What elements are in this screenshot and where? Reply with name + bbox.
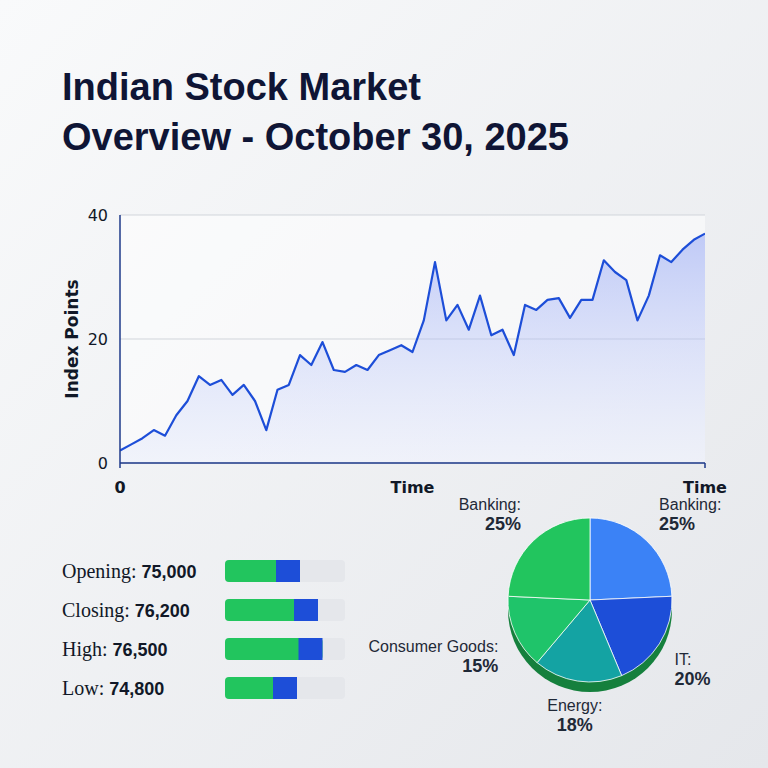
x-tick-label: 0 (114, 478, 125, 497)
bar-group (225, 677, 297, 699)
x-axis (120, 462, 705, 464)
x-tick-label: Time (683, 478, 727, 497)
bar-label: Closing: 76,200 (62, 599, 190, 622)
bar-cap (299, 638, 323, 660)
bar-value-label: 76,200 (135, 601, 190, 621)
bar (225, 599, 318, 621)
page: Indian Stock Market Overview - October 30… (0, 0, 768, 768)
y-axis-label: Index Points (62, 279, 82, 398)
bar-fill (225, 560, 300, 582)
bar-cap (294, 599, 318, 621)
bar-group (225, 638, 323, 660)
y-tick-label: 0 (98, 454, 108, 473)
bar-label: Low: 74,800 (62, 677, 164, 699)
bar-label: Opening: 75,000 (62, 560, 197, 583)
bar-value-label: 75,000 (141, 562, 196, 582)
bar-cap (276, 560, 300, 582)
pie-category-label: Consumer Goods: (369, 638, 499, 655)
y-tick-label: 40 (88, 206, 108, 225)
bar-category: Closing: (62, 599, 135, 622)
plot-marks (120, 234, 705, 463)
bar-track (225, 638, 345, 660)
bar-category: Low: (62, 677, 109, 699)
y-axis (119, 215, 121, 463)
pie-value-label: 20% (674, 669, 710, 689)
bar (225, 638, 323, 660)
pie-category-label: Energy: (547, 697, 602, 714)
bar (225, 560, 300, 582)
pie-value-label: 25% (659, 514, 695, 534)
bar-track (225, 560, 345, 582)
pie-category-label: IT: (674, 651, 691, 668)
bar-category: High: (62, 638, 113, 661)
pie-value-label: 25% (485, 514, 521, 534)
pie-slice (508, 596, 590, 662)
bar-group (225, 560, 300, 582)
bar-label: High: 76,500 (62, 638, 168, 661)
title-line: Indian Stock Market (62, 66, 421, 108)
background (0, 0, 768, 768)
bar-cap (273, 677, 297, 699)
x-axis-label: Time (391, 478, 435, 497)
bar-fill (225, 677, 297, 699)
title: Indian Stock Market Overview - October 30… (62, 66, 569, 158)
pie-category-label: Banking: (459, 496, 521, 513)
bar-value-label: 74,800 (109, 679, 164, 699)
bar-fill (225, 638, 323, 660)
bar-track (225, 677, 345, 699)
bar (225, 677, 297, 699)
area (120, 234, 705, 463)
bar-track (225, 599, 345, 621)
pie-value-label: 15% (462, 656, 498, 676)
plot-background (120, 215, 705, 463)
bar-fill (225, 599, 318, 621)
pie-category-label: Banking: (659, 496, 721, 513)
grid-line (120, 463, 705, 464)
y-tick-label: 20 (88, 330, 108, 349)
line (120, 234, 705, 451)
grid-line (120, 215, 705, 216)
bar-category: Opening: (62, 560, 141, 583)
bar-value-label: 76,500 (113, 640, 168, 660)
title-line: Overview - October 30, 2025 (62, 116, 569, 158)
bar-group (225, 599, 318, 621)
pie-value-label: 18% (557, 715, 593, 735)
